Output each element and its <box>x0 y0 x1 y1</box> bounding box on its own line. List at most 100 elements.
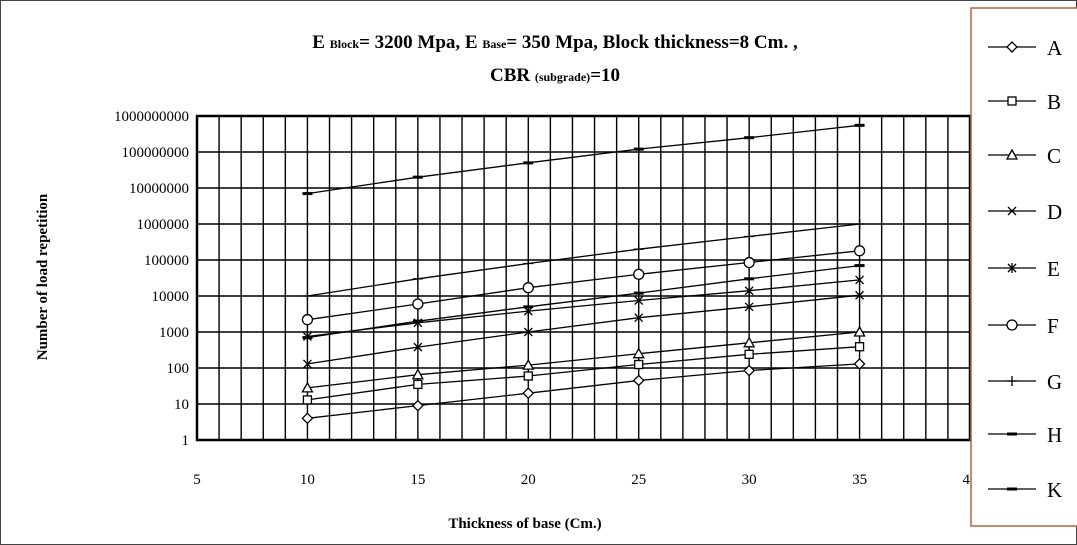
series-d-point <box>413 342 423 352</box>
series-d-point <box>302 359 312 369</box>
series-k-point <box>854 264 865 268</box>
series-a-point <box>301 412 314 425</box>
series-d-point <box>744 302 754 312</box>
y-axis-label: Number of load repetition <box>35 193 51 360</box>
series-g-line <box>307 223 860 297</box>
chart-title-line1: E Block= 3200 Mpa, E Base= 350 Mpa, Bloc… <box>312 32 798 53</box>
series-g <box>302 219 865 301</box>
y-tick-label: 1000 <box>159 325 189 341</box>
series-c-point <box>632 347 645 359</box>
series-f-point <box>412 298 424 310</box>
y-tick-label: 10 <box>174 397 189 413</box>
series-a <box>301 357 866 425</box>
legend-label-a: A <box>1047 36 1063 60</box>
series-b-point <box>302 395 313 405</box>
legend: A B C D E F G H K <box>988 36 1063 502</box>
plot-grid <box>195 114 972 442</box>
series-k-point <box>744 277 755 281</box>
series-d-point <box>634 313 644 323</box>
legend-item-k: K <box>988 478 1062 502</box>
legend-label-k: K <box>1047 478 1062 502</box>
y-tick-label: 100000 <box>144 253 189 269</box>
legend-item-a: A <box>988 36 1063 60</box>
series-b-line <box>307 346 860 401</box>
series-g-point <box>854 219 865 229</box>
x-axis-label: Thickness of base (Cm.) <box>448 516 601 532</box>
legend-label-f: F <box>1047 314 1059 338</box>
legend-item-h: H <box>988 423 1062 447</box>
legend-label-b: B <box>1047 90 1061 114</box>
series-d-line <box>307 294 860 365</box>
x-tick-label: 15 <box>410 472 425 488</box>
legend-marker-c <box>1005 148 1019 160</box>
series-a-point <box>853 357 866 370</box>
series-c-point <box>301 381 314 393</box>
plot-area <box>195 114 972 442</box>
legend-marker-a <box>1006 41 1018 53</box>
series-h-point <box>523 161 534 165</box>
series-g-point <box>412 273 423 284</box>
series-f-point <box>522 282 534 294</box>
legend-marker-e <box>1007 263 1017 273</box>
series-f-point <box>743 256 755 269</box>
x-tick-label: 25 <box>631 472 646 488</box>
x-tick-labels: 5 10 15 20 25 30 35 40 <box>193 472 977 488</box>
legend-marker-k <box>1007 487 1017 491</box>
series-k-point <box>633 291 644 295</box>
series-k-line <box>307 264 860 339</box>
series-c-line <box>307 331 860 389</box>
series-k-point <box>412 319 423 323</box>
series-d-point <box>523 327 533 337</box>
legend-item-b: B <box>988 90 1061 114</box>
series-a-point <box>632 374 645 387</box>
legend-item-f: F <box>988 314 1059 338</box>
series-g-point <box>302 291 313 301</box>
series-b-point <box>854 342 865 352</box>
series-a-point <box>411 399 424 412</box>
series-e-point <box>634 295 644 306</box>
series-c-point <box>743 336 756 348</box>
series-h-line <box>307 124 860 195</box>
series-f <box>301 245 866 326</box>
series-k <box>302 264 865 340</box>
legend-marker-h <box>1007 432 1017 436</box>
series-b-point <box>413 379 423 390</box>
series-a-point <box>522 387 535 400</box>
series-c-point <box>522 358 535 370</box>
series-h <box>302 123 865 196</box>
series-f-point <box>633 268 645 280</box>
y-tick-label: 1000000000 <box>114 109 189 125</box>
legend-label-g: G <box>1047 370 1062 394</box>
x-tick-label: 5 <box>193 472 201 488</box>
legend-label-d: D <box>1047 200 1062 224</box>
series-c <box>301 325 866 393</box>
series-f-point <box>301 314 314 326</box>
legend-label-c: C <box>1047 144 1061 168</box>
series-h-point <box>302 192 313 196</box>
legend-marker-d <box>1007 206 1017 216</box>
series-a-point <box>743 364 756 377</box>
series-f-point <box>853 245 866 257</box>
series-c-point <box>853 325 866 337</box>
series-b-point <box>523 371 533 381</box>
series-g-point <box>523 258 534 269</box>
series-a-line <box>307 363 860 419</box>
series-h-point <box>854 123 865 127</box>
legend-box <box>970 7 1077 527</box>
series-e-point <box>855 274 865 285</box>
series-h-point <box>633 147 644 151</box>
legend-item-g: G <box>988 370 1062 394</box>
series-d-point <box>855 290 865 300</box>
x-tick-label: 20 <box>521 472 536 488</box>
y-tick-label: 1 <box>182 433 190 449</box>
series-g-point <box>633 244 644 255</box>
series-k-point <box>523 305 534 309</box>
y-tick-label: 10000 <box>152 289 190 305</box>
x-tick-label: 35 <box>852 472 867 488</box>
series-f-line <box>307 250 860 321</box>
x-tick-label: 30 <box>742 472 757 488</box>
series-b-point <box>634 359 644 370</box>
legend-marker-g <box>1007 376 1017 386</box>
